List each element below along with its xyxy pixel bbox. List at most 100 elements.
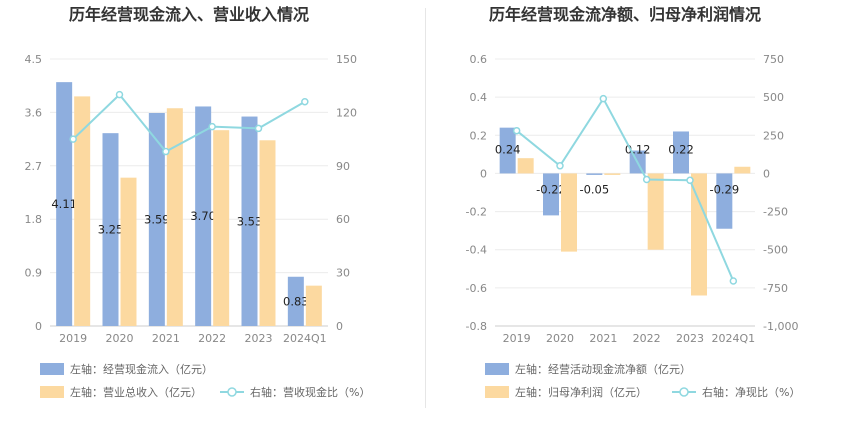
line-point <box>686 176 694 185</box>
data-label: 0.24 <box>495 142 521 156</box>
legend-swatch-point <box>679 387 689 397</box>
bar-primary <box>543 173 559 216</box>
line-point <box>162 147 170 156</box>
legend-swatch <box>40 386 64 398</box>
bar-secondary <box>561 173 577 252</box>
line-point <box>115 90 124 99</box>
bar-secondary <box>734 166 751 174</box>
line-point <box>301 97 309 106</box>
right-tick-label: 750 <box>763 53 784 66</box>
bar-primary <box>241 116 258 326</box>
bar-secondary <box>517 158 534 174</box>
right-tick-label: 30 <box>336 267 350 280</box>
legend-label: 左轴：归母净利润（亿元） <box>515 385 647 399</box>
left-tick-label: 0.4 <box>470 91 488 104</box>
left-tick-label: 3.6 <box>25 106 43 119</box>
x-tick-label: 2022 <box>633 332 661 345</box>
line-point <box>254 124 263 133</box>
right-tick-label: -1,000 <box>763 320 798 333</box>
left-tick-label: -0.6 <box>466 282 487 295</box>
series-line <box>516 96 735 282</box>
chart-svg-2: 历年经营现金流净额、归母净利润情况 -0.8 -1,000 -0.6 -750 -0.4 -… <box>466 5 801 399</box>
data-label: -0.05 <box>579 182 609 196</box>
left-tick-label: -0.8 <box>466 320 487 333</box>
netcash-netprofit-chart: 历年经营现金流净额、归母净利润情况 -0.8 -1,000 -0.6 -750 -0.4 -… <box>425 0 850 437</box>
left-tick-label: 0 <box>480 167 487 180</box>
right-tick-label: 0 <box>763 167 770 180</box>
data-label: 0.83 <box>283 294 309 308</box>
bar-secondary <box>305 285 322 326</box>
data-label: 4.11 <box>51 197 77 211</box>
left-tick-label: 0 <box>35 320 42 333</box>
data-label: 0.12 <box>625 142 651 156</box>
bar-primary <box>195 106 212 326</box>
line-point <box>208 122 216 131</box>
bar-primary <box>102 133 119 326</box>
left-tick-label: -0.2 <box>466 206 487 219</box>
legend-swatch <box>485 363 509 375</box>
bar-secondary <box>74 96 91 326</box>
left-tick-label: 0.2 <box>470 129 488 142</box>
legend-label: 右轴：营收现金比（%） <box>250 385 370 399</box>
left-tick-label: 0.6 <box>470 53 488 66</box>
left-tick-label: 4.5 <box>25 53 43 66</box>
line-point <box>512 126 521 135</box>
chart-svg-1: 历年经营现金流入、营业收入情况 0 0 0.9 30 1.8 60 2.7 90 3.6 120 4.… <box>25 5 371 399</box>
right-tick-label: -500 <box>763 244 788 257</box>
line-point <box>642 175 651 184</box>
x-tick-label: 2021 <box>589 332 617 345</box>
chart-title: 历年经营现金流净额、归母净利润情况 <box>489 5 761 24</box>
line-point <box>556 162 564 170</box>
x-tick-label: 2020 <box>106 332 134 345</box>
bar-secondary <box>604 173 621 175</box>
data-label: -0.22 <box>536 182 566 196</box>
data-label: 3.25 <box>98 223 124 237</box>
data-label: 3.59 <box>144 212 170 226</box>
right-tick-label: 90 <box>336 160 350 173</box>
left-tick-label: 0.9 <box>25 267 43 280</box>
bar-primary <box>499 127 516 174</box>
legend-label: 左轴：营业总收入（亿元） <box>70 385 202 399</box>
bar-secondary <box>691 173 707 296</box>
left-tick-label: 2.7 <box>25 160 43 173</box>
x-tick-label: 2023 <box>676 332 704 345</box>
legend-swatch <box>40 363 64 375</box>
legend-label: 右轴：净现比（%） <box>702 385 800 399</box>
data-label: -0.29 <box>709 182 739 196</box>
bar-primary <box>148 112 165 326</box>
bar-secondary <box>259 140 276 326</box>
cashflow-revenue-chart: 历年经营现金流入、营业收入情况 0 0 0.9 30 1.8 60 2.7 90 3.6 120 4.… <box>25 5 371 399</box>
right-tick-label: 60 <box>336 213 350 226</box>
bar-secondary <box>647 173 664 250</box>
bar-primary <box>586 173 603 175</box>
right-tick-label: -250 <box>763 206 788 219</box>
legend-swatch-point <box>227 387 237 397</box>
right-tick-label: 0 <box>336 320 343 333</box>
data-label: 3.70 <box>190 209 216 223</box>
panel-divider <box>425 8 426 408</box>
x-tick-label: 2024Q1 <box>283 332 327 345</box>
x-tick-label: 2019 <box>503 332 531 345</box>
line-point <box>599 94 608 103</box>
legend-label: 左轴：经营活动现金流净额（亿元） <box>515 362 691 376</box>
bar-primary <box>716 173 733 229</box>
legend-swatch <box>485 386 509 398</box>
bar-secondary <box>120 177 137 326</box>
right-tick-label: 500 <box>763 91 784 104</box>
x-tick-label: 2022 <box>198 332 226 345</box>
right-tick-label: 250 <box>763 129 784 142</box>
x-tick-label: 2020 <box>546 332 574 345</box>
right-tick-label: 150 <box>336 53 357 66</box>
x-tick-label: 2023 <box>245 332 273 345</box>
x-tick-label: 2024Q1 <box>712 332 756 345</box>
line-point <box>729 277 738 285</box>
bar-primary <box>287 276 304 326</box>
bar-primary <box>56 82 73 326</box>
legend-label: 左轴：经营现金流入（亿元） <box>70 362 213 376</box>
data-label: 0.22 <box>668 142 694 156</box>
x-tick-label: 2019 <box>59 332 87 345</box>
x-tick-label: 2021 <box>152 332 180 345</box>
line-point <box>69 135 77 143</box>
left-tick-label: -0.4 <box>466 244 487 257</box>
bar-primary <box>673 131 689 174</box>
